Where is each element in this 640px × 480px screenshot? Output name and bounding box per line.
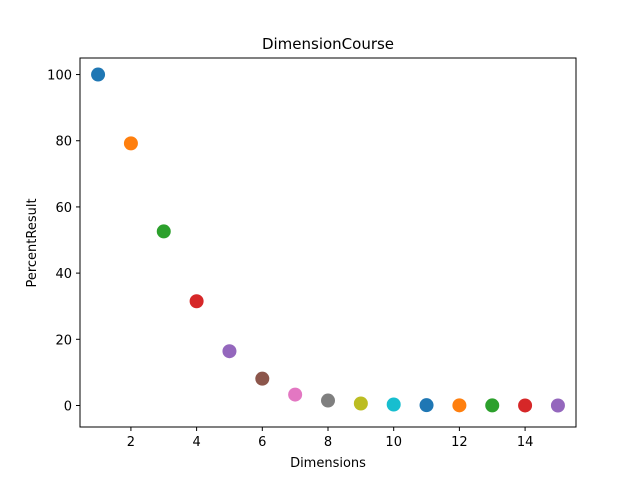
data-point: [222, 344, 237, 359]
y-axis: 0 20 40 60 80 100: [47, 69, 80, 414]
data-point: [485, 398, 500, 413]
x-tick-label: 6: [258, 435, 266, 450]
y-axis-label: PercentResult: [25, 198, 40, 287]
x-axis-label: Dimensions: [290, 456, 366, 471]
x-tick-label: 4: [192, 435, 200, 450]
data-point: [321, 393, 335, 408]
y-tick-label: 100: [47, 69, 72, 84]
data-point: [419, 398, 434, 413]
y-tick-label: 60: [55, 201, 72, 216]
y-tick-label: 40: [55, 267, 72, 282]
data-point: [255, 371, 270, 386]
data-point: [288, 387, 303, 402]
data-point: [452, 398, 467, 413]
data-point: [353, 396, 368, 411]
x-axis: 2 4 6 8 10 12 14: [127, 427, 534, 450]
y-tick-label: 20: [55, 333, 72, 348]
data-point: [386, 397, 401, 412]
x-tick-label: 2: [127, 435, 135, 450]
chart-title: DimensionCourse: [262, 35, 394, 53]
data-point: [518, 398, 533, 413]
plot-area-frame: [79, 57, 577, 428]
y-tick-label: 80: [55, 135, 72, 150]
data-point: [123, 136, 138, 151]
y-tick-label: 0: [64, 399, 72, 414]
data-point: [550, 398, 565, 413]
data-point: [156, 224, 171, 239]
data-point: [91, 67, 106, 82]
x-tick-label: 14: [517, 435, 534, 450]
x-tick-label: 8: [324, 435, 332, 450]
x-tick-label: 12: [451, 435, 468, 450]
data-points: [91, 67, 565, 413]
data-point: [189, 294, 204, 309]
x-tick-label: 10: [385, 435, 402, 450]
